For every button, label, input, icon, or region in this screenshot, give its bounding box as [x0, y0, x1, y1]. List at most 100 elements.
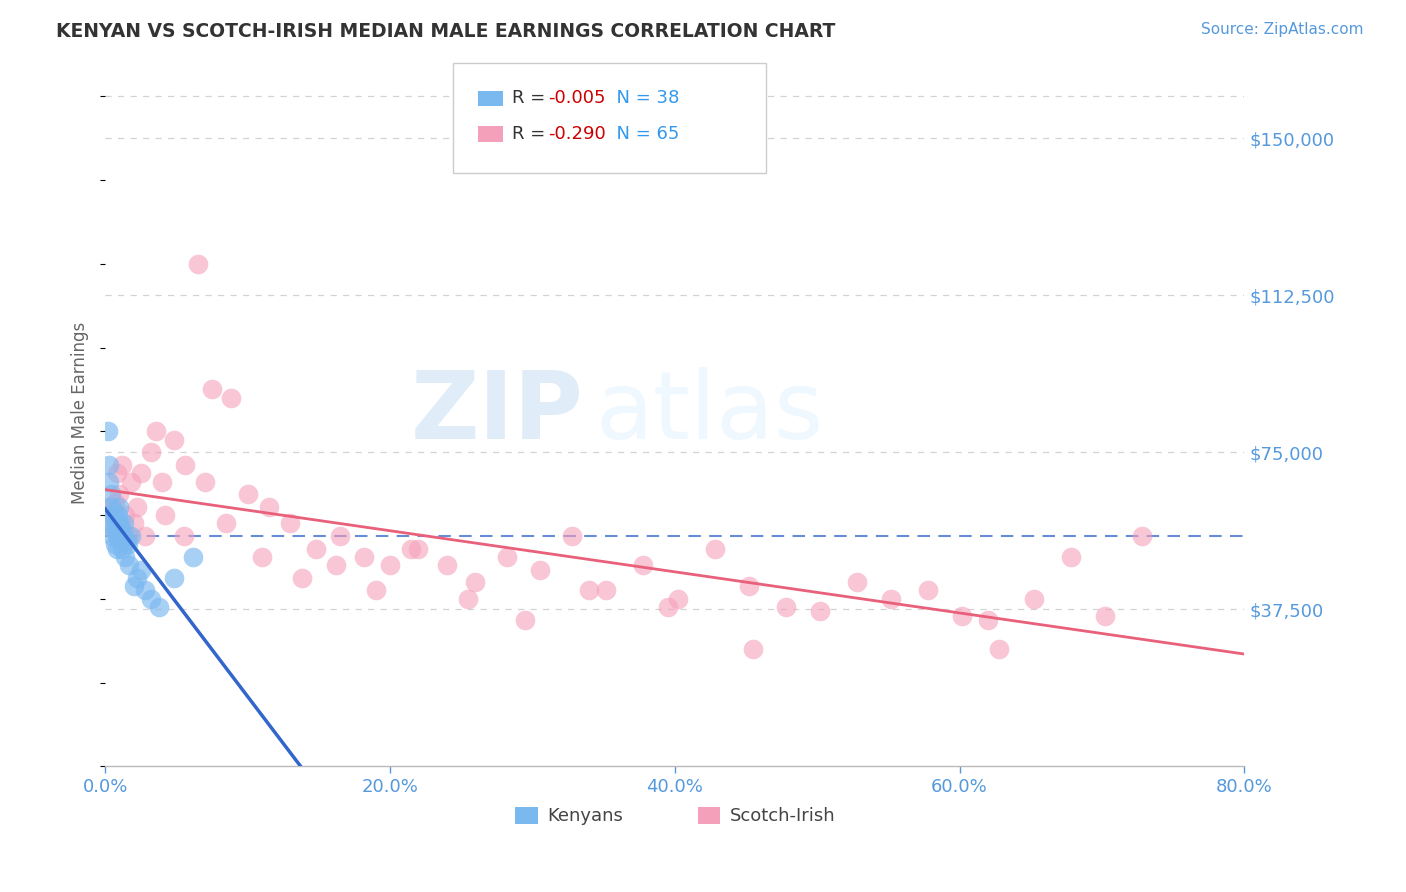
Point — [105, 529, 128, 543]
Point — [122, 579, 145, 593]
Point — [291, 571, 314, 585]
Text: atlas: atlas — [595, 367, 824, 459]
Point — [104, 537, 127, 551]
Point — [775, 600, 797, 615]
Point — [107, 508, 129, 522]
Point — [917, 583, 939, 598]
Point — [112, 516, 135, 531]
Point — [1094, 608, 1116, 623]
Point — [117, 537, 139, 551]
Text: -0.005: -0.005 — [548, 89, 606, 107]
Point — [111, 524, 134, 539]
Point — [738, 579, 761, 593]
Point — [595, 583, 617, 598]
Point — [162, 433, 184, 447]
Point — [117, 529, 139, 543]
Point — [250, 549, 273, 564]
Point — [325, 558, 347, 573]
Bar — [516, 807, 538, 824]
Point — [436, 558, 458, 573]
Text: N = 38: N = 38 — [606, 89, 679, 107]
Point — [134, 583, 156, 598]
Text: Source: ZipAtlas.com: Source: ZipAtlas.com — [1201, 22, 1364, 37]
Point — [100, 487, 122, 501]
Point — [101, 529, 124, 543]
Point — [125, 571, 148, 585]
Point — [464, 575, 486, 590]
Point — [578, 583, 600, 598]
Point — [305, 541, 328, 556]
Bar — [478, 126, 503, 142]
Point — [110, 521, 132, 535]
Point — [353, 549, 375, 564]
Point — [329, 529, 352, 543]
Point — [98, 458, 121, 472]
Point — [278, 516, 301, 531]
Point — [808, 604, 831, 618]
Point — [657, 600, 679, 615]
Point — [114, 508, 136, 522]
Point — [515, 613, 537, 627]
Point — [194, 475, 217, 489]
Point — [139, 591, 162, 606]
Point — [219, 391, 242, 405]
Point — [103, 504, 125, 518]
Point — [104, 512, 127, 526]
Point — [103, 521, 125, 535]
Point — [173, 529, 195, 543]
Point — [742, 642, 765, 657]
Point — [134, 529, 156, 543]
Point — [666, 591, 689, 606]
Text: R =: R = — [512, 125, 551, 143]
Point — [236, 487, 259, 501]
Point — [633, 558, 655, 573]
Point — [114, 549, 136, 564]
Point — [880, 591, 903, 606]
Point — [129, 467, 152, 481]
Point — [105, 516, 128, 531]
Point — [457, 591, 479, 606]
Point — [107, 524, 129, 539]
Point — [988, 642, 1011, 657]
Text: Scotch-Irish: Scotch-Irish — [730, 807, 835, 825]
Point — [952, 608, 974, 623]
Point — [120, 529, 142, 543]
Point — [118, 558, 141, 573]
Text: -0.290: -0.290 — [548, 125, 606, 143]
Point — [148, 600, 170, 615]
Point — [108, 516, 131, 531]
Point — [153, 508, 176, 522]
Point — [364, 583, 387, 598]
Point — [183, 549, 205, 564]
Point — [529, 563, 551, 577]
Text: N = 65: N = 65 — [606, 125, 679, 143]
Point — [201, 383, 224, 397]
Point — [111, 541, 134, 556]
Point — [1060, 549, 1083, 564]
Point — [111, 458, 134, 472]
Point — [98, 475, 121, 489]
Point — [139, 445, 162, 459]
Point — [105, 541, 128, 556]
Point — [108, 500, 131, 514]
Text: KENYAN VS SCOTCH-IRISH MEDIAN MALE EARNINGS CORRELATION CHART: KENYAN VS SCOTCH-IRISH MEDIAN MALE EARNI… — [56, 22, 835, 41]
Point — [101, 516, 124, 531]
Point — [150, 475, 173, 489]
Text: R =: R = — [512, 89, 551, 107]
Point — [495, 549, 517, 564]
Point — [108, 533, 131, 548]
Point — [162, 571, 184, 585]
Point — [110, 529, 132, 543]
Point — [1022, 591, 1045, 606]
Point — [378, 558, 401, 573]
Point — [408, 541, 430, 556]
Point — [108, 487, 131, 501]
Point — [174, 458, 197, 472]
Point — [115, 533, 138, 548]
Point — [1130, 529, 1153, 543]
Point — [215, 516, 238, 531]
Point — [122, 516, 145, 531]
Point — [129, 563, 152, 577]
Point — [561, 529, 583, 543]
Y-axis label: Median Male Earnings: Median Male Earnings — [72, 322, 89, 504]
